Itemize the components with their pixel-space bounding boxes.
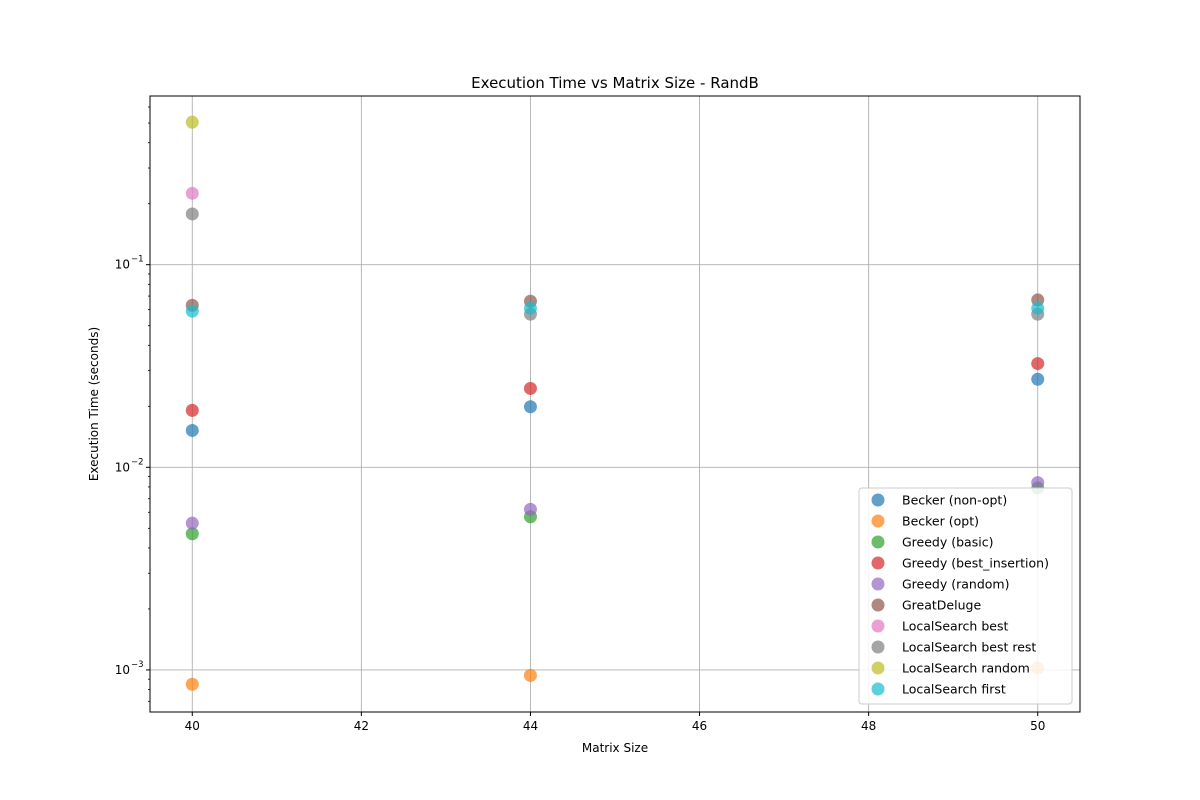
legend-marker (871, 493, 885, 507)
legend-marker (871, 514, 885, 528)
data-point (523, 400, 537, 414)
legend-label: Greedy (best_insertion) (902, 556, 1049, 571)
data-point (185, 516, 199, 530)
data-point (1031, 372, 1045, 386)
data-point (185, 186, 199, 200)
y-tick-label: 10 (115, 258, 130, 272)
data-point (185, 527, 199, 541)
x-tick-label: 40 (185, 719, 200, 733)
data-point (185, 677, 199, 691)
data-point (185, 304, 199, 318)
legend: Becker (non-opt) Becker (opt) Greedy (basi… (858, 487, 1073, 705)
legend-label: LocalSearch best rest (902, 640, 1036, 655)
chart-title: Execution Time vs Matrix Size - RandB (471, 74, 759, 92)
data-points (185, 115, 1045, 691)
legend-label: Greedy (basic) (902, 535, 993, 550)
data-point (523, 301, 537, 315)
data-point (185, 207, 199, 221)
legend-marker (871, 535, 885, 549)
data-point (185, 423, 199, 437)
legend-marker (871, 640, 885, 654)
data-point (1031, 301, 1045, 315)
x-axis-label: Matrix Size (582, 741, 648, 755)
data-point (523, 381, 537, 395)
legend-label: Becker (non-opt) (902, 493, 1007, 508)
legend-label: LocalSearch best (902, 619, 1008, 634)
legend-marker (871, 598, 885, 612)
y-tick-exponent: −1 (131, 255, 144, 265)
data-point (1031, 357, 1045, 371)
x-tick-label: 44 (523, 719, 538, 733)
legend-label: Greedy (random) (902, 577, 1009, 592)
data-point (523, 668, 537, 682)
legend-marker (871, 556, 885, 570)
legend-marker (871, 577, 885, 591)
y-tick-label: 10 (115, 460, 130, 474)
y-tick-exponent: −3 (131, 660, 144, 670)
x-tick-label: 48 (861, 719, 876, 733)
y-tick-label: 10 (115, 663, 130, 677)
x-tick-label: 50 (1030, 719, 1045, 733)
legend-label: LocalSearch first (902, 682, 1006, 697)
data-point (1031, 476, 1045, 490)
legend-label: LocalSearch random (902, 661, 1030, 676)
legend-label: GreatDeluge (902, 598, 981, 613)
y-axis-label: Execution Time (seconds) (87, 327, 101, 481)
legend-marker (871, 661, 885, 675)
legend-marker (871, 682, 885, 696)
y-tick-exponent: −2 (131, 457, 144, 467)
legend-marker (871, 619, 885, 633)
legend-label: Becker (opt) (902, 514, 979, 529)
legend-box (858, 487, 1073, 705)
x-tick-label: 42 (354, 719, 369, 733)
data-point (185, 115, 199, 129)
plot-frame (149, 95, 1081, 713)
data-point (523, 502, 537, 516)
data-point (185, 403, 199, 417)
x-tick-label: 46 (692, 719, 707, 733)
